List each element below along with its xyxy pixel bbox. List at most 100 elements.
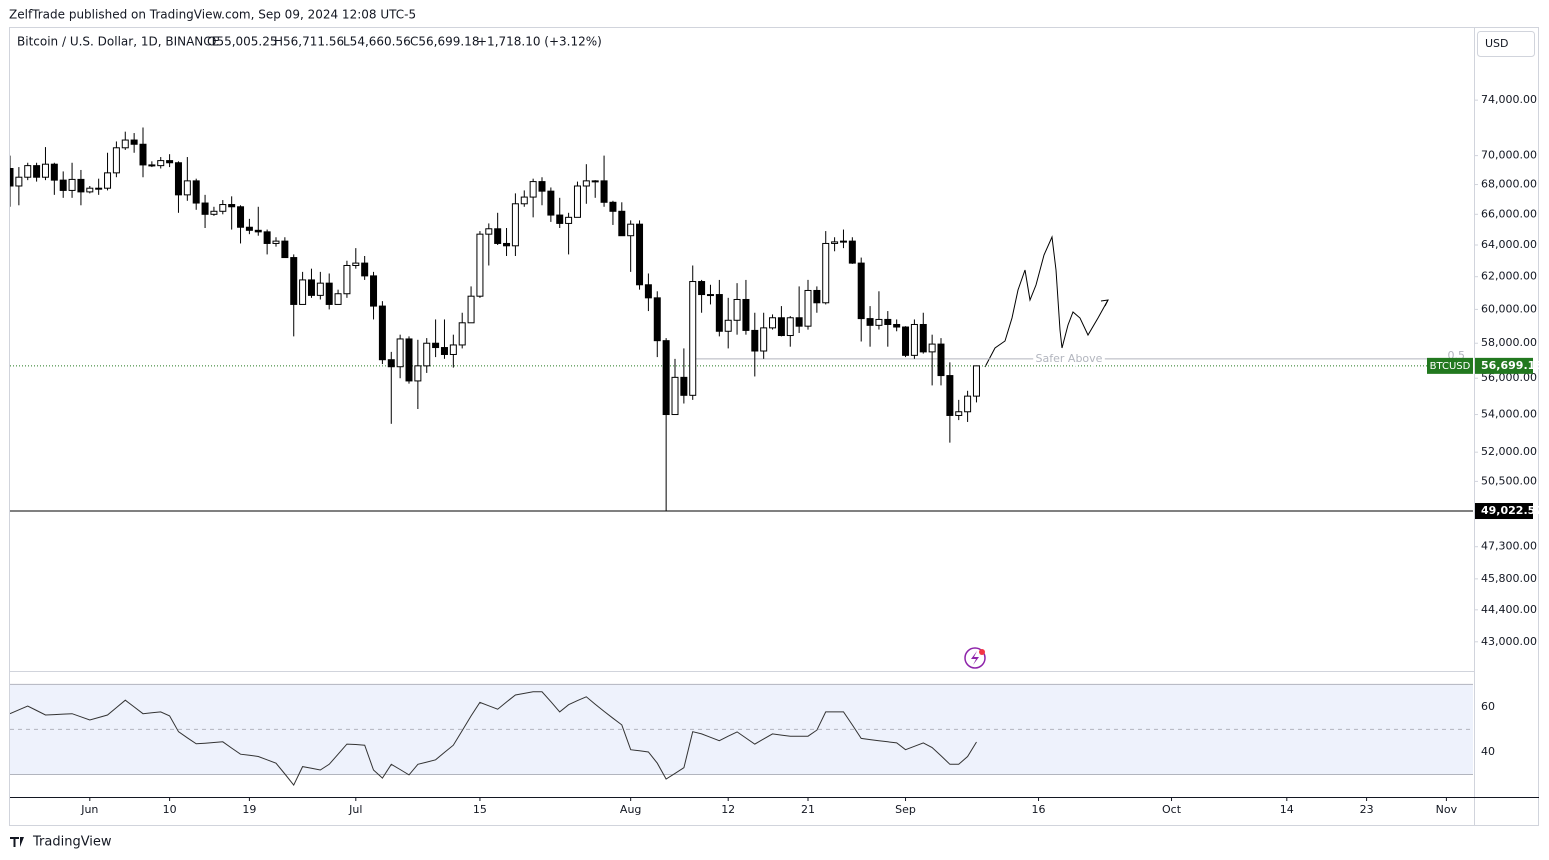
candle-body (192, 180, 200, 204)
candle-body (476, 233, 484, 297)
candle-body (15, 176, 23, 187)
candle-body (964, 395, 972, 413)
rsi-tick-label: 60 (1481, 700, 1495, 713)
candle-body (290, 257, 298, 305)
candle-body (370, 275, 378, 307)
chart-frame (9, 27, 1539, 826)
alert-bolt (971, 651, 979, 665)
candle-body (644, 284, 652, 299)
candle-body (361, 262, 369, 277)
candle-body (742, 298, 750, 331)
y-tick-label: 54,000.00 (1481, 408, 1537, 421)
candle-body (786, 317, 794, 337)
currency-label: USD (1485, 37, 1509, 50)
y-tick-label: 47,300.00 (1481, 540, 1537, 553)
y-tick-label: 74,000.00 (1481, 93, 1537, 106)
candle-body (219, 204, 227, 212)
candle-body (520, 196, 528, 205)
ohlc-open: O55,005.25 (207, 35, 278, 49)
candle-body (565, 216, 573, 224)
candle-body (760, 327, 768, 352)
candle-body (41, 163, 49, 178)
candle-body (139, 143, 147, 166)
x-tick-label: 15 (473, 803, 487, 816)
y-tick-label: 56,000.00 (1481, 371, 1537, 384)
candle-body (804, 289, 812, 327)
candle-body (183, 180, 191, 196)
x-tick-label: Oct (1162, 803, 1182, 816)
candle-body (10, 168, 14, 187)
candle-body (201, 202, 209, 215)
currency-button[interactable] (1477, 31, 1535, 57)
candle-body (423, 342, 431, 367)
y-tick-label: 60,000.00 (1481, 302, 1537, 315)
candle-body (130, 139, 138, 145)
candle-body (387, 359, 395, 368)
alert-dot (979, 649, 985, 655)
candle-body (769, 317, 777, 329)
candle-body (653, 297, 661, 342)
candle-body (529, 181, 537, 198)
y-tick-label: 45,800.00 (1481, 572, 1537, 585)
candle-body (68, 178, 76, 191)
candle-body (157, 160, 165, 167)
candle-body (910, 323, 918, 356)
candle-body (86, 187, 94, 193)
x-tick-label: Aug (620, 803, 641, 816)
candle-body (396, 338, 404, 368)
x-tick-label: Sep (895, 803, 916, 816)
x-tick-label: Jun (80, 803, 98, 816)
x-tick-label: 10 (163, 803, 177, 816)
x-tick-label: 19 (242, 803, 256, 816)
candle-body (174, 162, 182, 196)
candle-body (24, 165, 32, 178)
y-tick-label: 66,000.00 (1481, 207, 1537, 220)
candle-body (671, 376, 679, 416)
candle-body (414, 365, 422, 382)
symbol-title: Bitcoin / U.S. Dollar, 1D, BINANCE (17, 35, 219, 49)
candle-body (494, 228, 502, 244)
candle-body (485, 228, 493, 235)
candle-body (104, 172, 112, 189)
candle-body (449, 344, 457, 355)
x-tick-label: 21 (801, 803, 815, 816)
published-line: ZelfTrade published on TradingView.com, … (9, 8, 416, 22)
rsi-line (10, 691, 977, 787)
candle-body (627, 223, 635, 237)
candle-body (228, 204, 236, 208)
candle-body (316, 282, 324, 296)
y-tick-label: 68,000.00 (1481, 178, 1537, 191)
price-box (1475, 357, 1533, 374)
candle-body (715, 294, 723, 332)
candle-body (432, 342, 440, 349)
ohlc-high: H56,711.56 (274, 35, 344, 49)
candle-body (573, 185, 581, 218)
candle-body (893, 323, 901, 328)
candle-body (857, 262, 865, 320)
candle-body (33, 165, 41, 178)
candle-body (254, 229, 262, 233)
candle-body (166, 160, 174, 164)
candle-body (636, 223, 644, 286)
candle-body (946, 375, 954, 416)
candle-body (582, 180, 590, 187)
candle-body (733, 298, 741, 321)
candle-body (866, 318, 874, 326)
candle-body (325, 282, 333, 305)
candle-body (121, 139, 129, 149)
y-tick-label: 50,500.00 (1481, 474, 1537, 487)
candle-body (777, 317, 785, 337)
candle-body (724, 319, 732, 332)
candle-body (547, 190, 555, 216)
candle-body (263, 231, 271, 244)
hline-label: 49,022.57 (1481, 504, 1543, 517)
ohlc-close: C56,699.18 (410, 35, 479, 49)
price-label: 56,699.18 (1481, 359, 1543, 372)
level-label: Safer Above (1036, 352, 1103, 365)
candle-body (556, 214, 564, 224)
candle-body (440, 347, 448, 355)
candle-body (831, 241, 839, 244)
candle-body (272, 240, 280, 244)
candle-body (591, 180, 599, 183)
candle-body (210, 210, 218, 215)
